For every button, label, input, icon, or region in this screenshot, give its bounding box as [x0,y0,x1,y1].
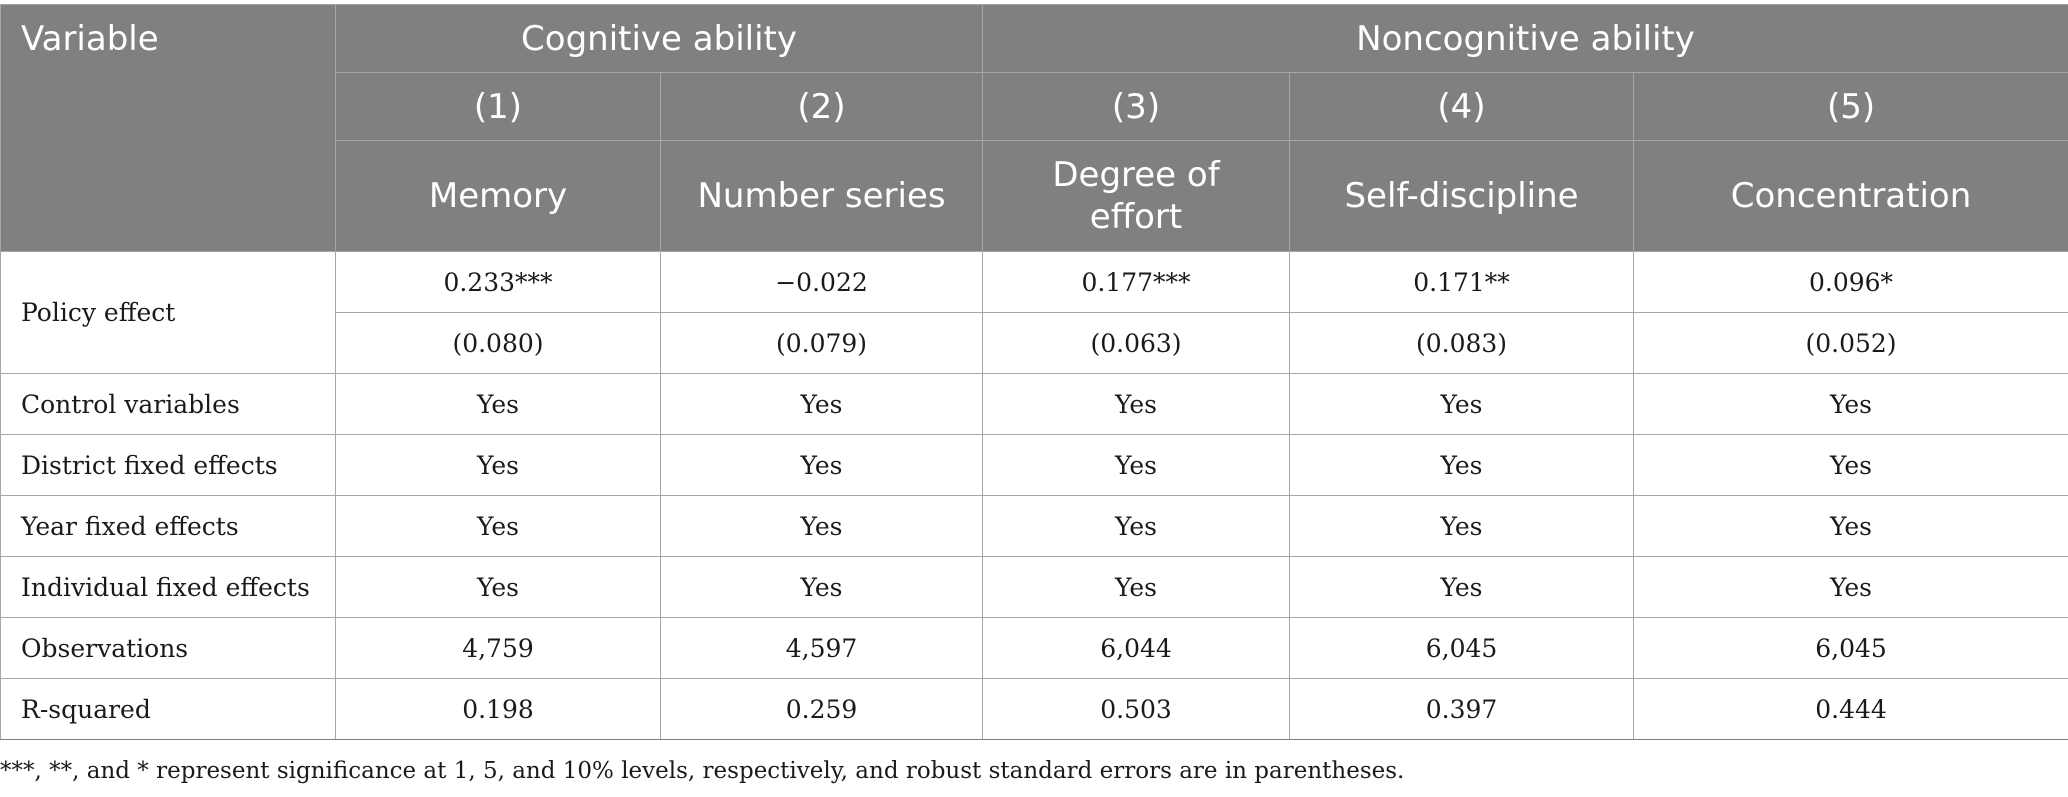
column-name-concentration: Concentration [1633,140,2068,252]
table-cell: Yes [1633,556,2068,618]
cognitive-ability-header: Cognitive ability [334,4,984,73]
regression-table: Variable Cognitive ability Noncognitive … [0,4,2068,740]
se-cell: (0.063) [982,312,1291,374]
table-cell: Yes [1289,373,1635,435]
noncognitive-ability-header: Noncognitive ability [982,4,2068,73]
table-cell: 0.503 [982,678,1291,740]
row-label: District fixed effects [0,434,336,496]
table-cell: Yes [1289,495,1635,557]
table-cell: Yes [659,373,984,435]
column-number-2: (2) [659,72,984,141]
row-label: Observations [0,617,336,679]
table-cell: Yes [335,556,661,618]
table-body: Policy effect 0.233*** −0.022 0.177*** 0… [0,251,2068,740]
column-name-number-series: Number series [659,140,984,252]
coef-cell: 0.177*** [982,251,1291,313]
table-row: Control variables Yes Yes Yes Yes Yes [0,373,2068,435]
table-cell: 4,759 [335,617,661,679]
coef-cell: −0.022 [659,251,984,313]
table-cell: 6,044 [982,617,1291,679]
table-header: Variable Cognitive ability Noncognitive … [0,4,2068,252]
table-cell: Yes [335,434,661,496]
variable-header: Variable [0,4,336,252]
table-cell: Yes [335,373,661,435]
table-cell: Yes [1633,373,2068,435]
column-name-self-discipline: Self-discipline [1289,140,1635,252]
table-cell: Yes [1289,434,1635,496]
table-cell: Yes [982,373,1291,435]
table-cell: 4,597 [659,617,984,679]
row-label: Individual fixed effects [0,556,336,618]
table-cell: Yes [659,495,984,557]
table-row: Policy effect 0.233*** −0.022 0.177*** 0… [0,251,2068,374]
table-cell: Yes [982,556,1291,618]
table-cell: Yes [1633,495,2068,557]
table-cell: 0.444 [1633,678,2068,740]
table-cell: 0.198 [335,678,661,740]
column-number-5: (5) [1633,72,2068,141]
table-cell: Yes [659,434,984,496]
coef-cell: 0.096* [1633,251,2068,313]
column-number-3: (3) [982,72,1291,141]
table-cell: Yes [659,556,984,618]
table-row: Observations 4,759 4,597 6,044 6,045 6,0… [0,617,2068,679]
row-label: Control variables [0,373,336,435]
table-cell: 0.259 [659,678,984,740]
table-cell: Yes [1289,556,1635,618]
row-label: Year fixed effects [0,495,336,557]
column-name-memory: Memory [335,140,661,252]
column-number-4: (4) [1289,72,1635,141]
se-cell: (0.052) [1633,312,2068,374]
table-footnote: ***, **, and * represent significance at… [0,758,1405,784]
table-cell: Yes [982,434,1291,496]
table-cell: 6,045 [1633,617,2068,679]
se-cell: (0.079) [659,312,984,374]
regression-table-container: Variable Cognitive ability Noncognitive … [0,4,2068,740]
column-number-1: (1) [335,72,661,141]
table-row: Individual fixed effects Yes Yes Yes Yes… [0,556,2068,618]
se-cell: (0.083) [1289,312,1635,374]
coef-cell: 0.171** [1289,251,1635,313]
table-cell: 6,045 [1289,617,1635,679]
column-name-degree-of-effort: Degree of effort [982,140,1291,252]
row-label: R-squared [0,678,336,740]
se-cell: (0.080) [335,312,661,374]
table-cell: Yes [1633,434,2068,496]
table-row: R-squared 0.198 0.259 0.503 0.397 0.444 [0,678,2068,740]
table-cell: Yes [982,495,1291,557]
table-row: Year fixed effects Yes Yes Yes Yes Yes [0,495,2068,557]
table-cell: 0.397 [1289,678,1635,740]
row-label-policy-effect: Policy effect [0,251,336,374]
table-row: District fixed effects Yes Yes Yes Yes Y… [0,434,2068,496]
table-cell: Yes [335,495,661,557]
coef-cell: 0.233*** [335,251,661,313]
